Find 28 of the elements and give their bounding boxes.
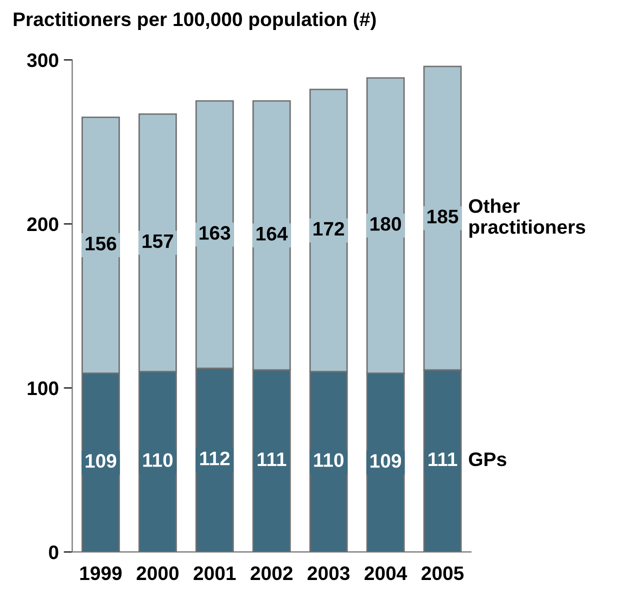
y-tick-label: 200 [27, 217, 58, 232]
data-label: 157 [142, 234, 174, 248]
x-tick-label: 1999 [80, 566, 122, 580]
y-tick-label: 300 [27, 53, 58, 68]
data-label: 110 [314, 453, 344, 467]
y-tick-label: 100 [28, 381, 58, 396]
data-label: 164 [256, 226, 288, 241]
data-label: 172 [314, 222, 344, 236]
x-tick-label: 2005 [422, 566, 464, 580]
data-label: 180 [370, 217, 401, 231]
x-tick-label: 2000 [136, 566, 179, 580]
x-tick-label: 2001 [194, 566, 236, 580]
x-tick-label: 2003 [308, 566, 350, 580]
data-label: 109 [86, 454, 116, 468]
x-tick-label: 2004 [364, 566, 408, 580]
chart-title: Practitioners per 100,000 population (#) [14, 12, 376, 30]
data-label: 163 [200, 226, 230, 240]
data-label: 110 [143, 453, 173, 467]
data-label: 156 [86, 236, 116, 250]
data-label: 185 [428, 210, 458, 224]
data-label: 111 [258, 452, 286, 466]
data-label: 112 [200, 452, 230, 466]
legend-label: GPs [468, 452, 506, 466]
data-label: 109 [370, 454, 402, 468]
data-label: 111 [428, 452, 458, 466]
y-tick-label: 0 [48, 545, 58, 560]
x-tick-label: 2002 [250, 566, 292, 580]
legend-label: Other practitioners [468, 198, 586, 238]
